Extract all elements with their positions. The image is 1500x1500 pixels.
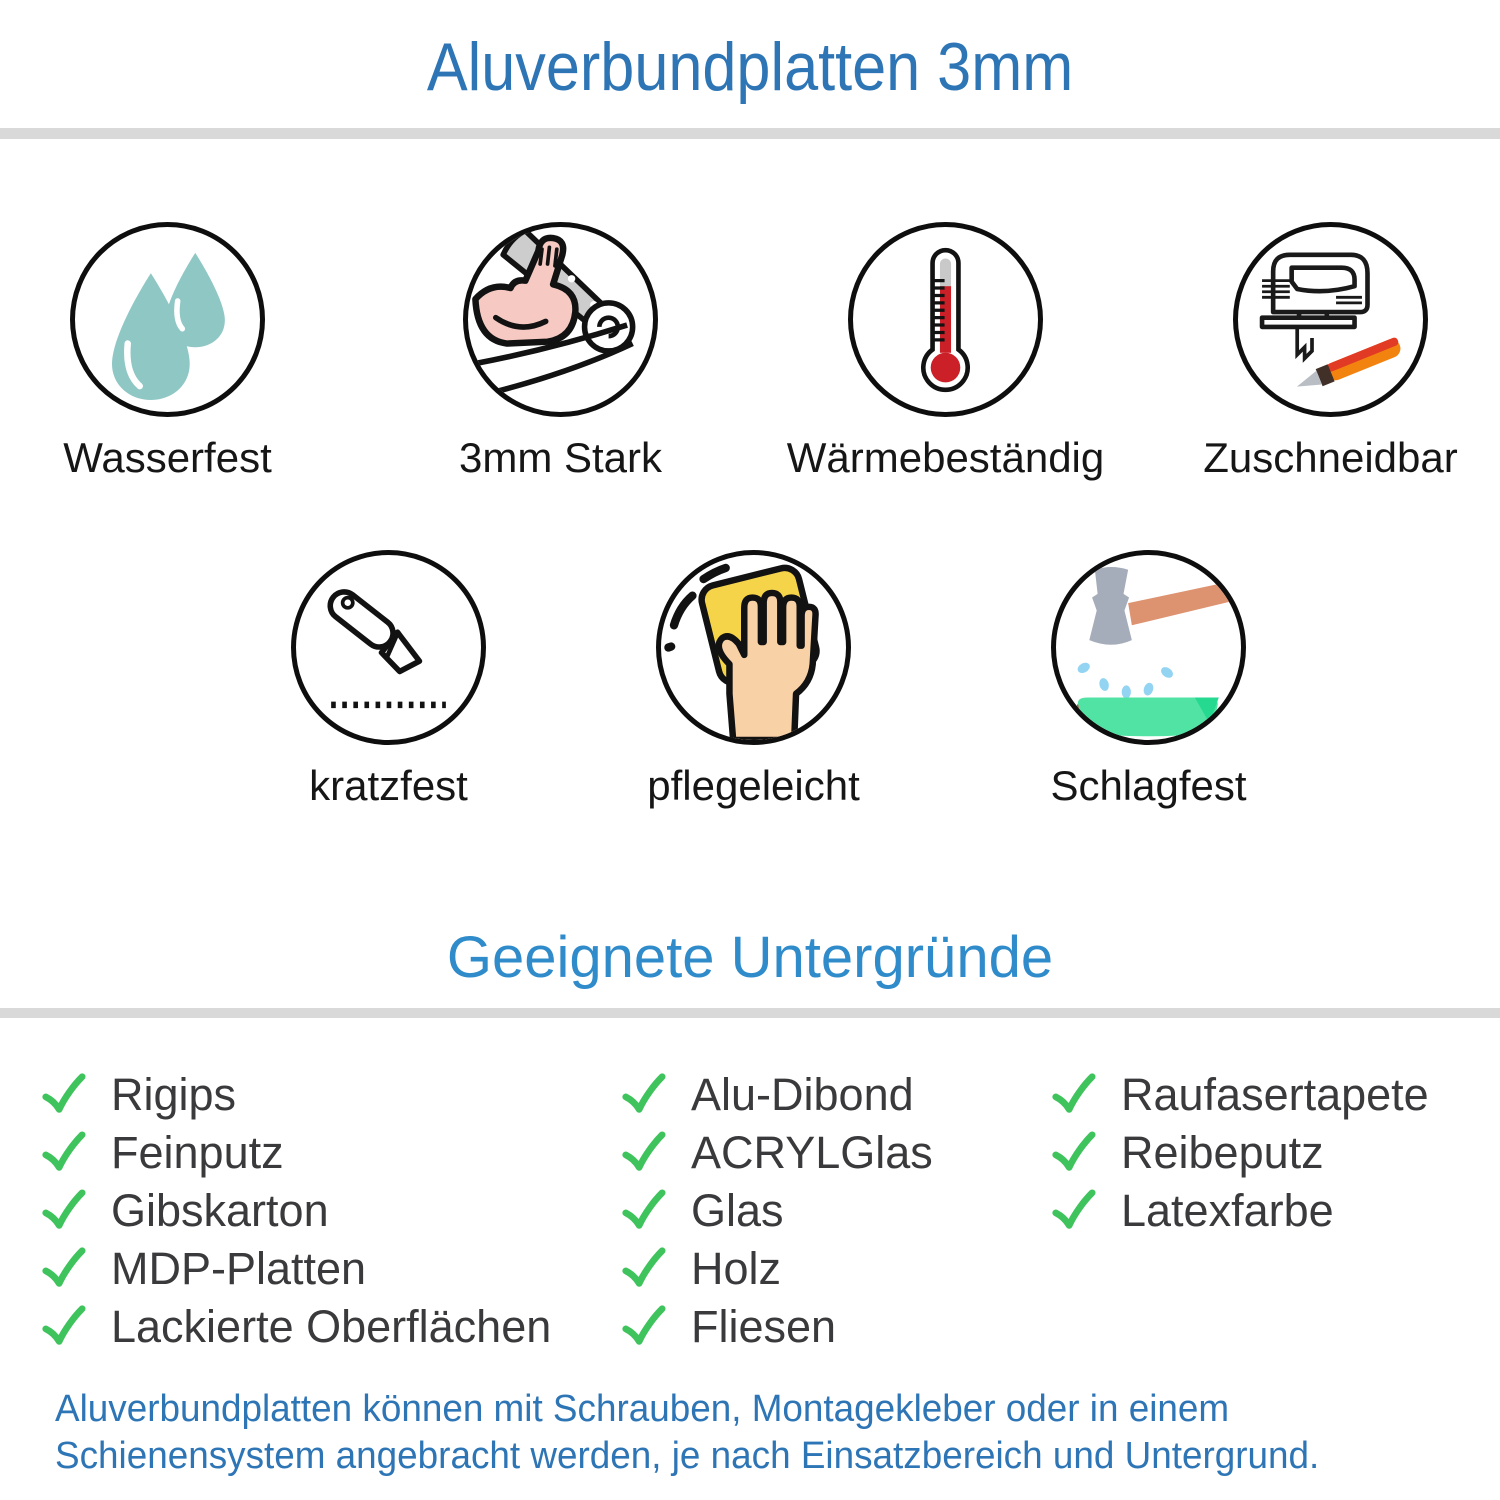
feature-3mm-stark: 3mm Stark	[459, 222, 662, 481]
list-item: MDP-Platten	[40, 1240, 551, 1298]
feature-schlagfest: Schlagfest	[1050, 550, 1247, 809]
list-item: Lackierte Oberflächen	[40, 1298, 551, 1356]
substrate-label: ACRYLGlas	[691, 1127, 933, 1178]
check-icon	[622, 1305, 666, 1345]
mounting-note: Aluverbundplatten können mit Schrauben, …	[55, 1386, 1452, 1480]
list-item: Rigips	[40, 1066, 551, 1124]
check-icon	[42, 1131, 86, 1171]
substrate-label: Holz	[691, 1243, 782, 1294]
substrate-label: Alu-Dibond	[691, 1069, 914, 1120]
feature-label: pflegeleicht	[647, 762, 860, 809]
check-icon	[622, 1189, 666, 1229]
check-icon	[1052, 1073, 1096, 1113]
list-item: Reibeputz	[1050, 1124, 1429, 1182]
substrate-label: Glas	[691, 1185, 784, 1236]
page-title: Aluverbundplatten 3mm	[426, 29, 1074, 105]
list-item: Raufasertapete	[1050, 1066, 1429, 1124]
substrate-label: Reibeputz	[1121, 1127, 1324, 1178]
feature-label: Schlagfest	[1050, 762, 1247, 809]
substrate-label: Raufasertapete	[1121, 1069, 1429, 1120]
check-icon	[42, 1073, 86, 1113]
substrate-label: Latexfarbe	[1121, 1185, 1334, 1236]
hammer-icon	[1051, 550, 1246, 745]
substrate-column-3: Raufasertapete Reibeputz Latexfarbe	[1050, 1066, 1429, 1240]
substrate-column-2: Alu-Dibond ACRYLGlas Glas Holz Fliesen	[620, 1066, 933, 1356]
feature-waermebestaendig: Wärmebeständig	[787, 222, 1104, 481]
small-drop	[165, 252, 225, 348]
mounting-note-line2: Schienensystem angebracht werden, je nac…	[55, 1435, 1320, 1477]
substrate-label: MDP-Platten	[111, 1243, 367, 1294]
feature-pflegeleicht: pflegeleicht	[647, 550, 860, 809]
check-icon	[42, 1305, 86, 1345]
water-drops-icon	[70, 222, 265, 417]
thermometer-icon	[848, 222, 1043, 417]
substrate-label: Lackierte Oberflächen	[111, 1301, 552, 1352]
mounting-note-line1: Aluverbundplatten können mit Schrauben, …	[55, 1388, 1230, 1430]
substrate-label: Gibskarton	[111, 1185, 329, 1236]
check-icon	[622, 1073, 666, 1113]
feature-label: Zuschneidbar	[1203, 434, 1458, 481]
craft-knife	[1296, 337, 1401, 387]
section-title: Geeignete Untergründe	[446, 925, 1054, 990]
feature-label: Wärmebeständig	[786, 434, 1105, 481]
list-item: Glas	[620, 1182, 933, 1240]
list-item: ACRYLGlas	[620, 1124, 933, 1182]
utility-knife-icon	[291, 550, 486, 745]
feature-kratzfest: kratzfest	[291, 550, 486, 809]
check-icon	[622, 1247, 666, 1287]
list-item: Holz	[620, 1240, 933, 1298]
substrate-label: Feinputz	[111, 1127, 284, 1178]
list-item: Feinputz	[40, 1124, 551, 1182]
check-icon	[42, 1189, 86, 1229]
divider-middle	[0, 1008, 1500, 1018]
feature-label: kratzfest	[309, 762, 468, 809]
feature-label: Wasserfest	[63, 434, 272, 481]
divider-top	[0, 128, 1500, 139]
substrate-column-1: Rigips Feinputz Gibskarton MDP-Platten L…	[40, 1066, 551, 1356]
substrate-label: Rigips	[111, 1069, 237, 1120]
feature-label: 3mm Stark	[458, 434, 663, 481]
check-icon	[42, 1247, 86, 1287]
feature-wasserfest: Wasserfest	[63, 222, 272, 481]
list-item: Alu-Dibond	[620, 1066, 933, 1124]
check-icon	[622, 1131, 666, 1171]
list-item: Fliesen	[620, 1298, 933, 1356]
muscle-arm-icon	[463, 222, 658, 417]
list-item: Latexfarbe	[1050, 1182, 1429, 1240]
feature-zuschneidbar: Zuschneidbar	[1203, 222, 1458, 481]
substrate-label: Fliesen	[691, 1301, 837, 1352]
jigsaw-icon	[1233, 222, 1428, 417]
check-icon	[1052, 1189, 1096, 1229]
cleaning-hand-icon	[656, 550, 851, 745]
list-item: Gibskarton	[40, 1182, 551, 1240]
check-icon	[1052, 1131, 1096, 1171]
